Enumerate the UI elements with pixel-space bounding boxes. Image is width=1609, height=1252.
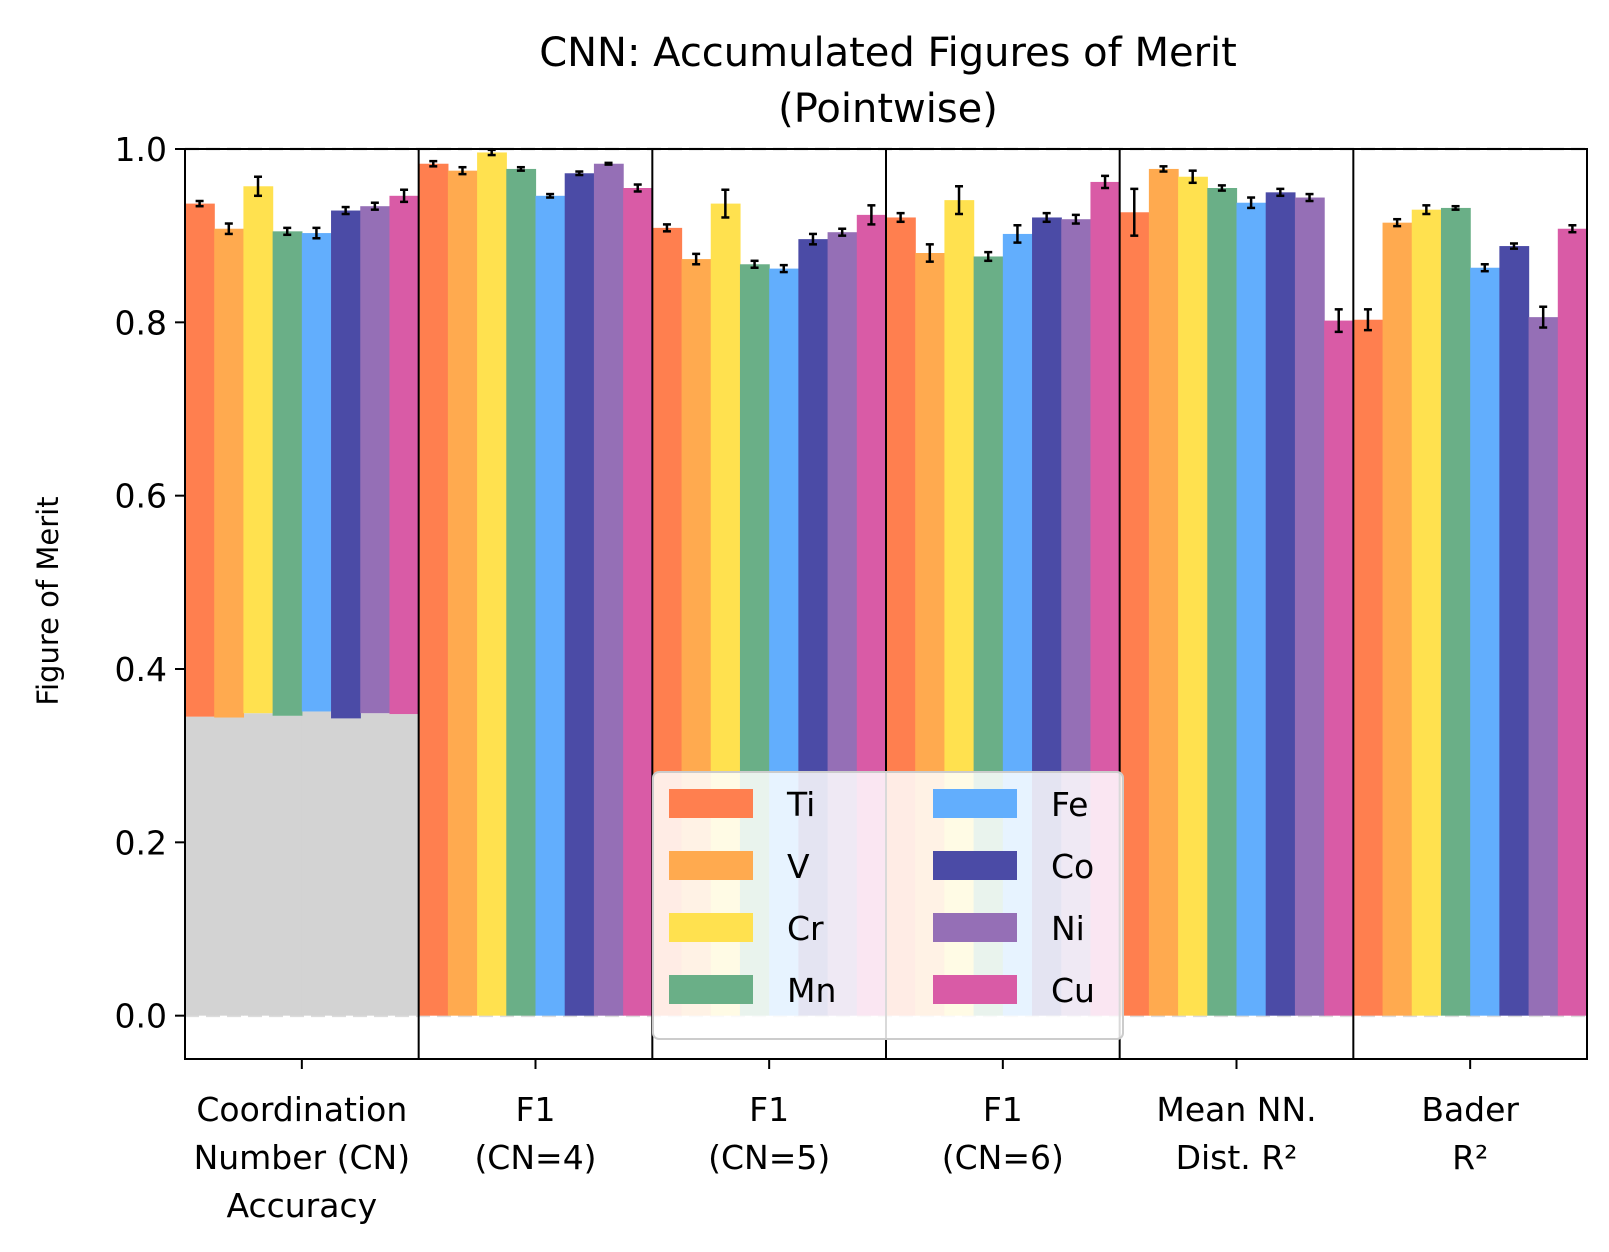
baseline-bar bbox=[243, 713, 274, 1016]
legend-swatch-ti bbox=[669, 789, 753, 818]
x-category-label: Bader bbox=[1421, 1090, 1519, 1129]
x-category-label: R² bbox=[1452, 1138, 1488, 1177]
legend-label-co: Co bbox=[1051, 847, 1094, 886]
baseline-bar bbox=[360, 713, 391, 1016]
bars bbox=[185, 152, 1588, 1016]
legend-label-mn: Mn bbox=[787, 971, 836, 1010]
x-category-label: Dist. R² bbox=[1176, 1138, 1298, 1177]
error-bars bbox=[195, 148, 1577, 334]
axes-frame bbox=[184, 148, 1588, 1060]
bar-cr bbox=[1411, 209, 1442, 1016]
bar-fe bbox=[1236, 202, 1267, 1016]
bar-fe bbox=[301, 233, 332, 712]
legend-label-v: V bbox=[787, 847, 810, 886]
x-category-label: (CN=4) bbox=[474, 1138, 596, 1177]
bar-ni bbox=[1528, 317, 1559, 1016]
bar-ti bbox=[418, 163, 449, 1016]
x-category-label: F1 bbox=[516, 1090, 556, 1129]
bar-ti bbox=[185, 203, 215, 717]
legend-label-fe: Fe bbox=[1051, 785, 1088, 824]
bar-fe bbox=[1470, 267, 1500, 1016]
legend-label-ni: Ni bbox=[1051, 909, 1085, 948]
bar-fe bbox=[535, 195, 566, 1016]
bar-mn bbox=[272, 231, 303, 716]
bar-v bbox=[1148, 168, 1179, 1016]
chart-title-line-1: CNN: Accumulated Figures of Merit bbox=[539, 30, 1237, 76]
bar-co bbox=[564, 173, 595, 1016]
legend-swatch-cu bbox=[933, 975, 1017, 1004]
x-category-label: (CN=5) bbox=[708, 1138, 830, 1177]
legend-swatch-mn bbox=[669, 975, 753, 1004]
legend-label-cu: Cu bbox=[1051, 971, 1095, 1010]
baseline-bar bbox=[185, 716, 215, 1016]
y-ticks: 0.0 0.2 0.4 0.6 0.8 1.0 bbox=[115, 130, 185, 1036]
x-category-labels: Coordination Number (CN) Accuracy F1 (CN=4) F… bbox=[194, 1059, 1519, 1225]
y-tick-label: 0.4 bbox=[115, 650, 167, 689]
baseline-bar bbox=[272, 715, 303, 1016]
chart-title-line-2: (Pointwise) bbox=[778, 86, 998, 132]
bar-cr bbox=[477, 152, 507, 1016]
x-category-label: Number (CN) bbox=[194, 1138, 411, 1177]
bar-mn bbox=[1440, 207, 1471, 1016]
x-category-label: F1 bbox=[983, 1090, 1023, 1129]
bar-co bbox=[331, 210, 361, 719]
legend-swatch-cr bbox=[669, 913, 753, 942]
legend-box bbox=[652, 771, 1124, 1040]
bar-cu bbox=[623, 188, 653, 1016]
bar-mn bbox=[1207, 188, 1238, 1016]
bar-ni bbox=[1294, 197, 1325, 1016]
legend-swatch-ni bbox=[933, 913, 1017, 942]
bar-cr bbox=[1178, 176, 1208, 1016]
bar-ti bbox=[1119, 212, 1150, 1016]
bar-cu bbox=[1557, 228, 1588, 1016]
baseline-bar bbox=[331, 718, 361, 1016]
legend-label-cr: Cr bbox=[787, 909, 824, 948]
bar-ni bbox=[360, 206, 391, 714]
y-tick-label: 1.0 bbox=[115, 130, 167, 169]
baseline-bars bbox=[185, 711, 420, 1016]
bar-cu bbox=[1324, 320, 1354, 1016]
axes bbox=[184, 148, 1588, 1060]
x-category-label: F1 bbox=[749, 1090, 789, 1129]
x-category-label: (CN=6) bbox=[942, 1138, 1064, 1177]
bar-ni bbox=[593, 163, 624, 1016]
x-category-label: Mean NN. bbox=[1156, 1090, 1316, 1129]
bar-v bbox=[447, 170, 478, 1016]
bar-co bbox=[1499, 246, 1530, 1016]
baseline-bar bbox=[389, 714, 420, 1016]
baseline-bar bbox=[301, 711, 332, 1016]
x-category-label: Coordination bbox=[196, 1090, 407, 1129]
x-category-label: Accuracy bbox=[226, 1186, 377, 1225]
legend-swatch-v bbox=[669, 851, 753, 880]
legend-swatch-fe bbox=[933, 789, 1017, 818]
bar-mn bbox=[506, 168, 537, 1016]
bar-cu bbox=[389, 195, 420, 715]
y-tick-label: 0.6 bbox=[115, 477, 167, 516]
y-tick-label: 0.8 bbox=[115, 303, 167, 342]
bar-cr bbox=[243, 186, 274, 714]
legend-swatch-co bbox=[933, 851, 1017, 880]
bar-ti bbox=[1353, 319, 1384, 1016]
baseline-bar bbox=[214, 717, 245, 1016]
y-tick-label: 0.0 bbox=[115, 997, 167, 1036]
legend-label-ti: Ti bbox=[786, 785, 815, 824]
bar-v bbox=[1382, 222, 1413, 1016]
legend: Ti V Cr Mn Fe Co Ni Cu bbox=[652, 771, 1124, 1040]
y-tick-label: 0.2 bbox=[115, 823, 167, 862]
bar-v bbox=[214, 228, 245, 718]
y-axis-label: Figure of Merit bbox=[31, 496, 65, 705]
bar-co bbox=[1265, 192, 1296, 1016]
